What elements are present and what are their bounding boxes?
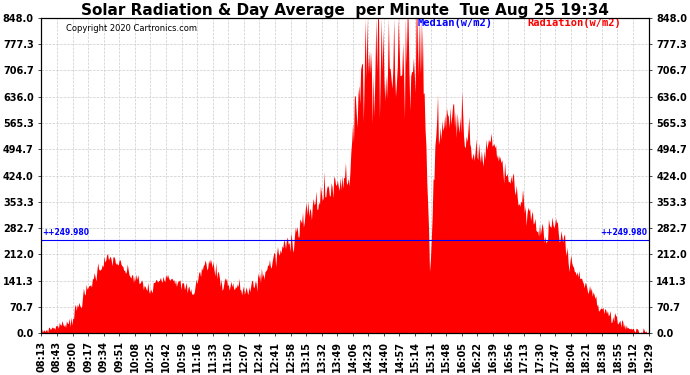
Text: ++249.980: ++249.980 [601, 228, 648, 237]
Text: Copyright 2020 Cartronics.com: Copyright 2020 Cartronics.com [66, 24, 197, 33]
Text: Median(w/m2): Median(w/m2) [418, 18, 493, 28]
Text: Radiation(w/m2): Radiation(w/m2) [527, 18, 621, 28]
Text: ++249.980: ++249.980 [42, 228, 89, 237]
Title: Solar Radiation & Day Average  per Minute  Tue Aug 25 19:34: Solar Radiation & Day Average per Minute… [81, 3, 609, 18]
